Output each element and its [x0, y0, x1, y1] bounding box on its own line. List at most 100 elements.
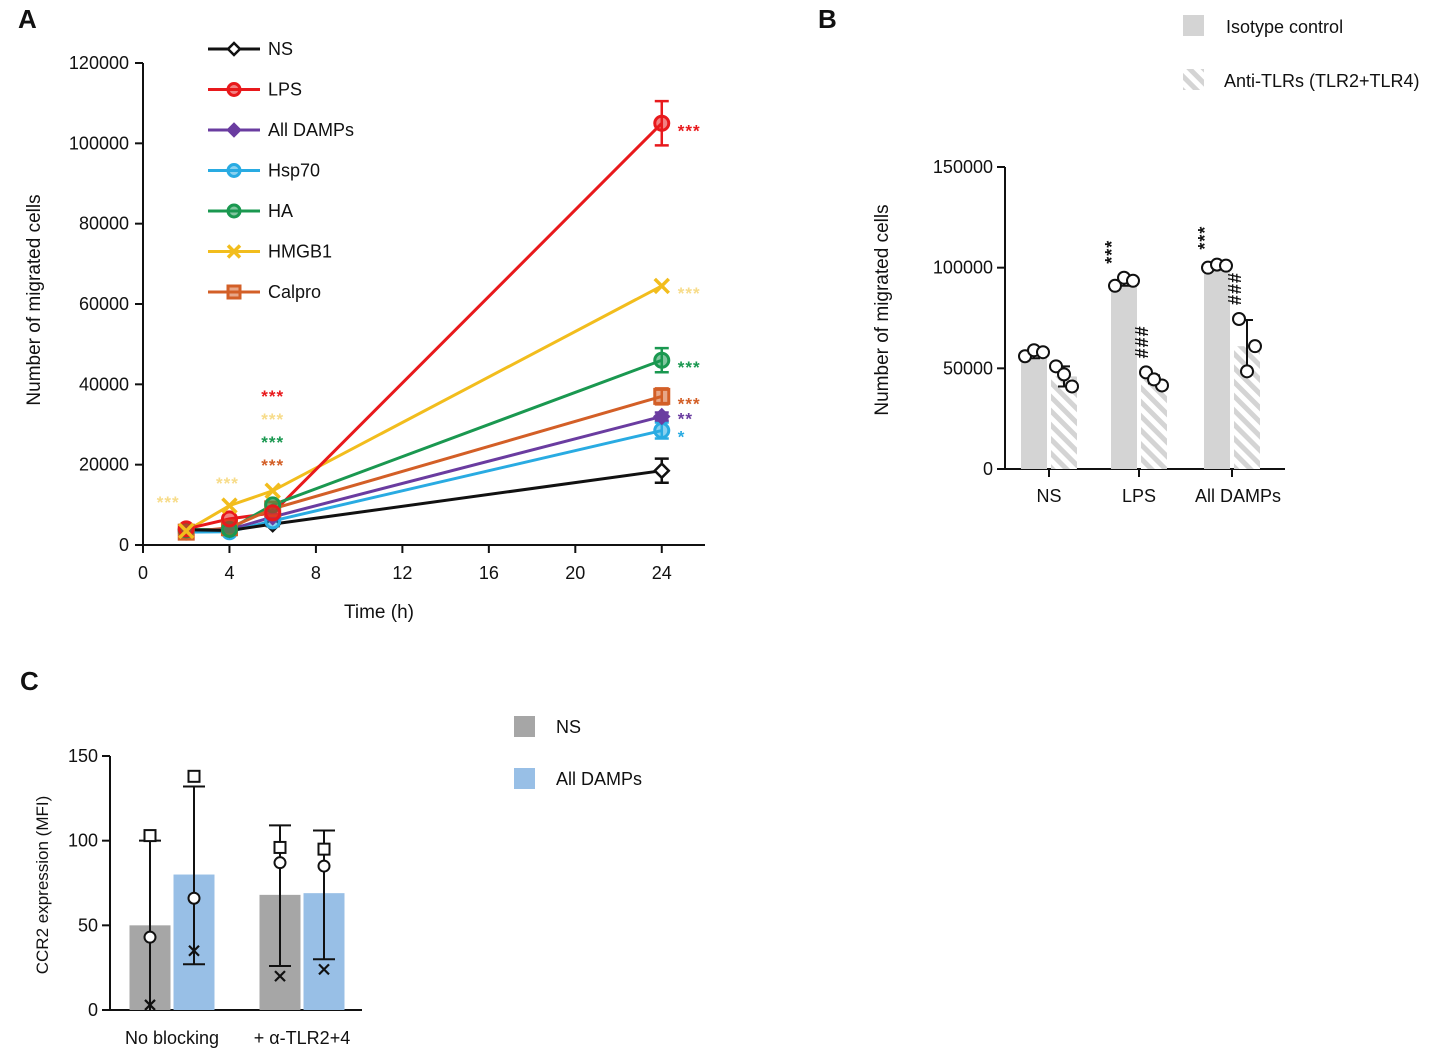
data-point-lps — [220, 510, 238, 528]
y-tick-label: 80000 — [79, 214, 129, 234]
y-tick-label: 50 — [78, 915, 98, 935]
legend-marker-ha — [226, 203, 242, 219]
data-point-hmgb1 — [177, 522, 195, 540]
y-tick-label: 150000 — [933, 157, 993, 177]
bar-all-damps-isotype-control — [1204, 265, 1230, 469]
y-tick-label: 60000 — [79, 294, 129, 314]
y-tick-label: 100 — [68, 831, 98, 851]
x-axis-title: Time (h) — [344, 602, 414, 623]
y-tick-label: 40000 — [79, 374, 129, 394]
data-point-lps-anti-tlrs-tlr2-tlr4 — [1147, 372, 1161, 387]
significance-marker-hmgb1: *** — [261, 410, 284, 429]
series-line-ns — [186, 469, 662, 533]
significance-marker-hmgb1: *** — [678, 284, 701, 303]
data-point-circle-tlr2-4-all-damps — [317, 859, 331, 873]
data-point-ns-anti-tlrs-tlr2-tlr4 — [1057, 367, 1071, 382]
x-tick-label-ns: NS — [1036, 486, 1061, 506]
data-point-ns-anti-tlrs-tlr2-tlr4 — [1065, 379, 1079, 394]
data-point-ns — [653, 461, 671, 480]
data-point-square-no-blocking-ns — [143, 829, 157, 843]
y-tick-label: 150 — [68, 746, 98, 766]
data-point-hmgb1 — [221, 497, 238, 514]
data-point-lps-isotype-control — [1108, 278, 1122, 293]
x-tick-label-tlr2-4: + α-TLR2+4 — [254, 1028, 350, 1048]
y-tick-label: 100000 — [69, 133, 129, 153]
x-tick-label-lps: LPS — [1122, 486, 1156, 506]
x-tick-label-no-blocking: No blocking — [125, 1028, 219, 1048]
y-tick-label: 100000 — [933, 258, 993, 278]
data-point-lps — [653, 114, 671, 132]
significance-marker-hmgb1: *** — [157, 493, 180, 512]
y-tick-label: 50000 — [943, 358, 993, 378]
data-point-all-damps-isotype-control — [1219, 258, 1233, 273]
x-tick-label: 12 — [392, 563, 412, 583]
data-point-lps — [264, 504, 282, 522]
legend-marker-all-damps — [226, 122, 242, 138]
data-point-all-damps-anti-tlrs-tlr2-tlr4 — [1240, 364, 1254, 379]
data-point-lps-isotype-control — [1126, 273, 1140, 288]
legend-label-ns: NS — [556, 717, 581, 737]
data-point-hmgb1 — [264, 482, 281, 500]
legend-marker-lps — [226, 82, 242, 97]
significance-marker-lps-anti-tlrs-tlr2-tlr4: ### — [1132, 325, 1152, 358]
legend-label-lps: LPS — [268, 80, 302, 100]
legend-label-anti-tlrs: Anti-TLRs (TLR2+TLR4) — [1224, 71, 1420, 91]
panel-c-bar-chart: 0 50 100 150 CCR2 expression (MFI) No blockin… — [33, 716, 642, 1048]
panel-letter-a: A — [18, 4, 37, 34]
y-axis-title: CCR2 expression (MFI) — [33, 796, 52, 975]
legend-label-ha: HA — [268, 201, 293, 221]
significance-marker-lps-isotype-control: *** — [1102, 240, 1122, 264]
x-tick-label: 0 — [138, 563, 148, 583]
significance-marker-ha: *** — [678, 358, 701, 377]
y-tick-label: 0 — [983, 459, 993, 479]
y-axis-title: Number of migrated cells — [872, 204, 893, 415]
data-point-cross-tlr2-4-all-damps — [318, 963, 330, 976]
data-point-all-damps-anti-tlrs-tlr2-tlr4 — [1232, 312, 1246, 327]
y-tick-label: 20000 — [79, 455, 129, 475]
data-point-ns-anti-tlrs-tlr2-tlr4 — [1049, 359, 1063, 374]
x-tick-label: 8 — [311, 563, 321, 583]
significance-marker-ha: *** — [261, 433, 284, 452]
significance-marker-lps: *** — [678, 121, 701, 140]
significance-marker-all-damps-isotype-control: *** — [1195, 226, 1215, 250]
legend-swatch-anti-tlrs — [1183, 69, 1204, 90]
panel-letter-b: B — [818, 4, 837, 34]
data-point-square-tlr2-4-all-damps — [317, 842, 331, 856]
panel-a-line-chart: 0 4 8 12 16 20 24 0 20000 40000 60000 80000 100000 12… — [24, 39, 705, 623]
series-line-lps — [185, 122, 663, 531]
panel-b-bar-chart: 0 50000 100000 150000 Number of migrated cel… — [872, 15, 1420, 506]
data-point-circle-tlr2-4-ns — [273, 856, 287, 870]
data-point-all-damps-anti-tlrs-tlr2-tlr4 — [1248, 339, 1262, 354]
y-axis-title: Number of migrated cells — [24, 194, 45, 405]
x-tick-label-all-damps: All DAMPs — [1195, 486, 1281, 506]
legend-swatch-ns — [514, 716, 535, 737]
panel-letter-c: C — [20, 666, 39, 696]
data-point-square-no-blocking-all-damps — [187, 769, 201, 783]
error-bar-no-blocking-all-damps — [183, 785, 205, 966]
significance-marker-hmgb1: *** — [216, 474, 239, 493]
x-tick-label: 24 — [652, 563, 672, 583]
data-point-circle-no-blocking-all-damps — [187, 891, 201, 905]
significance-marker-calpro: *** — [678, 394, 701, 413]
x-tick-label: 16 — [479, 563, 499, 583]
data-point-cross-no-blocking-all-damps — [188, 944, 200, 957]
significance-marker-hsp70: * — [678, 428, 686, 447]
legend-swatch-isotype-control — [1183, 15, 1204, 36]
data-point-ns-isotype-control — [1036, 345, 1050, 360]
legend-marker-ns — [226, 41, 242, 57]
data-point-calpro — [653, 387, 671, 405]
y-tick-label: 0 — [88, 1000, 98, 1020]
data-point-square-tlr2-4-ns — [273, 840, 287, 854]
legend-label-hsp70: Hsp70 — [268, 161, 320, 181]
y-tick-label: 0 — [119, 535, 129, 555]
significance-marker-all-damps-anti-tlrs-tlr2-tlr4: ### — [1225, 272, 1245, 305]
legend-marker-hsp70 — [226, 163, 242, 178]
legend-label-hmgb1: HMGB1 — [268, 242, 332, 262]
y-tick-label: 120000 — [69, 53, 129, 73]
legend-label-all-damps: All DAMPs — [268, 120, 354, 140]
data-point-all-damps — [653, 407, 671, 426]
data-point-cross-no-blocking-ns — [144, 999, 156, 1011]
data-point-hsp70 — [653, 422, 671, 440]
legend-swatch-all-damps — [514, 768, 535, 789]
